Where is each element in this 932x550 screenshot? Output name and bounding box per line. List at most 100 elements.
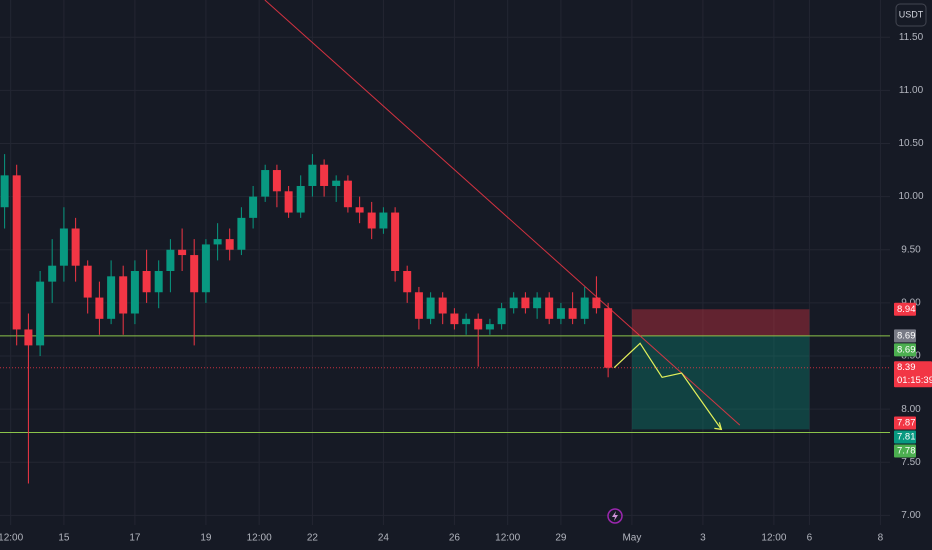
candle-body — [462, 318, 471, 325]
x-tick-label: 3 — [700, 533, 706, 544]
candle-body — [36, 281, 45, 346]
candle-body — [379, 212, 388, 229]
x-tick-label: 22 — [307, 533, 319, 544]
x-tick-label: 6 — [807, 533, 813, 544]
candle-body — [154, 271, 163, 293]
candle-body — [485, 324, 494, 330]
events-bolt — [612, 511, 618, 521]
candle-body — [107, 276, 116, 319]
candle-body — [119, 276, 128, 314]
price-tag-label: 8.39 — [897, 362, 916, 373]
candle-body — [272, 170, 281, 192]
candle-body — [403, 271, 412, 293]
candle-body — [261, 170, 270, 197]
candle-body — [474, 318, 483, 330]
countdown-label: 01:15:39 — [897, 375, 932, 386]
candle-body — [568, 308, 577, 319]
x-tick-label: 26 — [449, 533, 461, 544]
y-tick-label: 11.50 — [899, 32, 924, 43]
x-tick-label: May — [622, 533, 641, 544]
price-tag-label: 8.69 — [897, 330, 916, 341]
x-tick-label: 19 — [200, 533, 212, 544]
price-tag-label: 8.94 — [897, 304, 916, 315]
price-tag — [894, 302, 916, 316]
price-tag-label: 7.78 — [897, 445, 916, 456]
candle-body — [545, 297, 554, 319]
events-icon[interactable] — [607, 508, 623, 524]
candle-body — [225, 239, 234, 250]
y-tick-label: 7.00 — [901, 510, 921, 521]
currency-label[interactable]: USDT — [899, 9, 924, 19]
candle-body — [355, 207, 364, 213]
y-tick-label: 7.50 — [901, 457, 921, 468]
candle-body — [213, 239, 222, 245]
candle-body — [166, 249, 175, 272]
price-tag — [894, 361, 932, 388]
x-tick-label: 12:00 — [761, 533, 786, 544]
x-tick-label: 12:00 — [495, 533, 520, 544]
price-tag-label: 7.81 — [897, 431, 916, 442]
candle-body — [426, 297, 435, 319]
candle-body — [580, 297, 589, 319]
projection-arrowhead — [714, 422, 723, 431]
candle-body — [83, 265, 92, 298]
x-tick-label: 17 — [129, 533, 141, 544]
candle-body — [190, 255, 199, 293]
candle-body — [308, 164, 317, 186]
y-tick-label: 10.00 — [898, 191, 923, 202]
candle-body — [130, 271, 139, 314]
projection-path — [613, 342, 722, 430]
candle-body — [438, 297, 447, 314]
candle-body — [95, 297, 104, 319]
price-tag — [894, 329, 916, 343]
x-tick-label: 24 — [378, 533, 390, 544]
candle-body — [296, 185, 305, 213]
price-tag-label: 8.69 — [897, 344, 916, 355]
candle-body — [12, 175, 21, 330]
x-tick-label: 29 — [555, 533, 567, 544]
x-tick-label: 15 — [58, 533, 70, 544]
candle-body — [24, 329, 33, 346]
price-tag — [894, 430, 916, 444]
candle-body — [284, 191, 293, 213]
candle-body — [592, 297, 601, 309]
candle-body — [59, 228, 68, 266]
x-tick-label: 12:00 — [0, 533, 24, 544]
currency-button[interactable] — [895, 3, 927, 27]
candle-body — [414, 292, 423, 319]
candle-body — [450, 313, 459, 325]
price-tag-label: 7.87 — [897, 417, 916, 428]
candle-body — [497, 308, 506, 325]
candle-body — [343, 180, 352, 208]
candle-body — [71, 228, 80, 266]
candle-body — [332, 180, 341, 186]
candle-body — [48, 265, 57, 282]
x-tick-label: 12:00 — [247, 533, 272, 544]
candle-body — [0, 175, 9, 208]
candle-body — [556, 308, 565, 319]
candle-body — [249, 196, 258, 218]
candle-body — [367, 212, 376, 229]
x-tick-label: 8 — [878, 533, 884, 544]
candle-body — [237, 217, 246, 250]
price-tag — [894, 444, 916, 458]
y-tick-label: 9.50 — [901, 244, 921, 255]
candle-body — [201, 244, 210, 293]
candle-body — [604, 308, 613, 368]
candle-body — [533, 297, 542, 309]
y-tick-label: 11.00 — [899, 85, 924, 96]
axes: 7.007.508.008.509.009.5010.0010.5011.001… — [0, 32, 932, 544]
target-zone — [631, 335, 810, 430]
stop-zone — [631, 309, 810, 336]
candle-body — [320, 164, 329, 186]
candle-body — [142, 271, 151, 293]
plot-area — [0, 0, 890, 484]
candle-body — [391, 212, 400, 272]
y-tick-label: 10.50 — [898, 138, 923, 149]
price-tag — [894, 343, 916, 357]
candle-body — [178, 249, 187, 256]
trendline — [264, 0, 741, 426]
